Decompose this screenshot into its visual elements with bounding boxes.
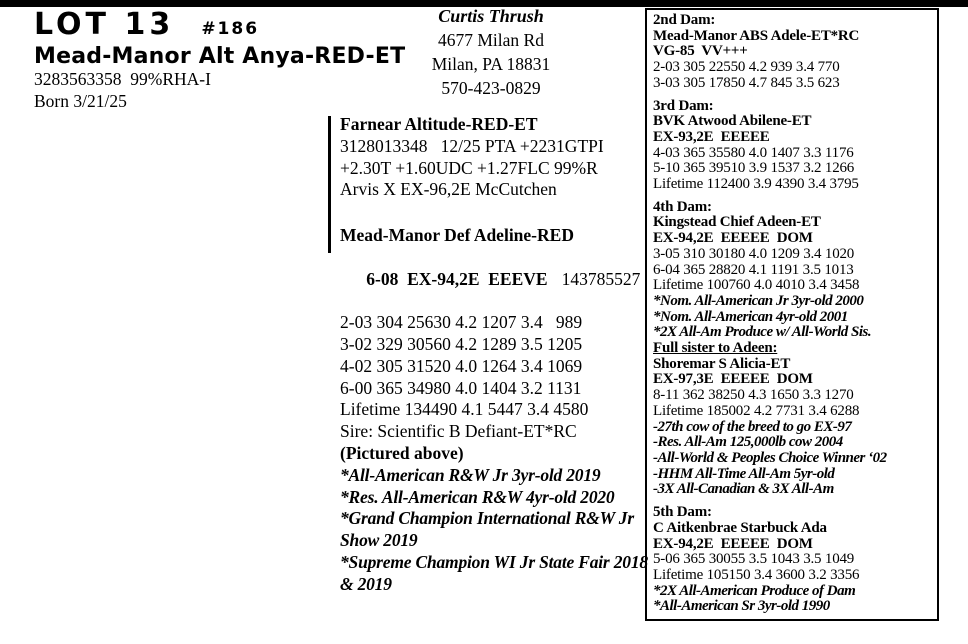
lot-number: LOT 13	[34, 7, 175, 42]
dam-registration-number: 143785527	[561, 268, 641, 289]
sire-name: Farnear Altitude-RED-ET	[340, 114, 538, 134]
section-award-line: -HHM All-Time All-Am 5yr-old	[653, 465, 835, 482]
dam-award-line: *All-American R&W Jr 3yr-old 2019	[340, 464, 601, 485]
dam-record-line: 4-02 305 31520 4.0 1264 3.4 1069	[340, 355, 583, 376]
section-animal-name: Shoremar S Alicia-ET	[653, 355, 791, 372]
dam-name: Mead-Manor Def Adeline-RED	[340, 225, 574, 245]
section-record-line: 5-06 365 30055 3.5 1043 3.5 1049	[653, 551, 855, 568]
section-award-line: *All-American Sr 3yr-old 1990	[653, 598, 830, 615]
section-record-line: 4-03 365 35580 4.0 1407 3.3 1176	[653, 144, 854, 161]
pedigree-section: 3rd Dam: BVK Atwood Abilene-ET EX-93,2E EE…	[653, 97, 933, 193]
section-score: EX-97,3E EEEEE DOM	[653, 371, 813, 388]
dam-score-line: 6-08 EX-94,2E EEEVE 143785527	[340, 247, 648, 312]
dam-award-line: *Res. All-American R&W 4yr-old 2020	[340, 486, 615, 507]
section-title: 2nd Dam:	[653, 12, 716, 28]
section-record-line: Lifetime 112400 3.9 4390 3.4 3795	[653, 176, 859, 193]
section-record-line: 6-04 365 28820 4.1 1191 3.5 1013	[653, 261, 854, 278]
section-award-line: *2X All-Am Produce w/ All-World Sis.	[653, 324, 872, 341]
pictured-note: (Pictured above)	[340, 442, 464, 463]
section-award-line: *Nom. All-American 4yr-old 2001	[653, 308, 848, 325]
section-award-line: *2X All-American Produce of Dam	[653, 582, 856, 599]
consignor-phone: 570-423-0829	[441, 78, 541, 98]
top-rule-bar	[0, 0, 968, 7]
dam-records: 2-03 304 25630 4.2 1207 3.4 989 3-02 329 …	[340, 312, 648, 443]
lot-line: LOT 13 #186	[34, 9, 405, 45]
pedigree-section: 4th Dam: Kingstead Chief Adeen-ET EX-94,2E…	[653, 198, 933, 341]
section-title: 3rd Dam:	[653, 97, 714, 114]
dam-awards: *All-American R&W Jr 3yr-old 2019 *Res. A…	[340, 465, 648, 596]
dam-block: Mead-Manor Def Adeline-RED 6-08 EX-94,2E…	[340, 225, 648, 596]
consignor-address-street: 4677 Milan Rd	[438, 30, 544, 50]
lot-header: LOT 13 #186 Mead-Manor Alt Anya-RED-ET 3…	[34, 9, 405, 112]
sire-data-line: 3128013348 12/25 PTA +2231GTPI	[340, 135, 604, 156]
dam-record-line: 2-03 304 25630 4.2 1207 3.4 989	[340, 312, 583, 333]
pedigree-section: 2nd Dam: Mead-Manor ABS Adele-ET*RC VG-85 …	[653, 12, 933, 92]
section-record-line: 2-03 305 22550 4.2 939 3.4 770	[653, 59, 840, 76]
section-award-line: -All-World & Peoples Choice Winner ‘02	[653, 449, 887, 466]
sire-data-line: +2.30T +1.60UDC +1.27FLC 99%R	[340, 157, 598, 178]
birthdate-line: Born 3/21/25	[34, 91, 127, 111]
section-score: EX-93,2E EEEEE	[653, 128, 770, 145]
consignor-contact: Curtis Thrush 4677 Milan Rd Milan, PA 18…	[380, 4, 602, 100]
section-record-line: Lifetime 105150 3.4 3600 3.2 3356	[653, 566, 860, 583]
section-award-line: -3X All-Canadian & 3X All-Am	[653, 481, 834, 498]
dam-award-line: *Supreme Champion WI Jr State Fair 2018 …	[340, 551, 648, 594]
animal-name: Mead-Manor Alt Anya-RED-ET	[34, 44, 406, 69]
lot-tag-number: #186	[201, 19, 260, 39]
dam-record-line: 6-00 365 34980 4.0 1404 3.2 1131	[340, 377, 582, 398]
consignor-name: Curtis Thrush	[438, 6, 544, 26]
section-animal-name: BVK Atwood Abilene-ET	[653, 113, 812, 130]
pedigree-section: Full sister to Adeen: Shoremar S Alicia-E…	[653, 340, 933, 498]
section-record-line: 8-11 362 38250 4.3 1650 3.3 1270	[653, 387, 854, 404]
pedigree-section: 5th Dam: C Aitkenbrae Starbuck Ada EX-94,2…	[653, 504, 933, 615]
dam-award-line: *Grand Champion International R&W Jr Sho…	[340, 508, 634, 551]
sire-lines: 3128013348 12/25 PTA +2231GTPI +2.30T +1.…	[340, 136, 604, 201]
pedigree-join-bar	[328, 116, 331, 253]
section-award-line: -Res. All-Am 125,000lb cow 2004	[653, 434, 843, 451]
section-title: 5th Dam:	[653, 504, 712, 521]
sire-data-line: Arvis X EX-96,2E McCutchen	[340, 179, 557, 200]
sire-block: Farnear Altitude-RED-ET 3128013348 12/25…	[340, 114, 604, 201]
dam-record-line: 3-02 329 30560 4.2 1289 3.5 1205	[340, 333, 583, 354]
section-award-line: -27th cow of the breed to go EX-97	[653, 418, 852, 435]
section-record-line: 3-05 310 30180 4.0 1209 3.4 1020	[653, 245, 855, 262]
section-award-line: *Nom. All-American Jr 3yr-old 2000	[653, 292, 864, 309]
section-score: VG-85 VV+++	[653, 43, 748, 60]
registration-line: 3283563358 99%RHA-I	[34, 69, 211, 89]
section-score: EX-94,2E EEEEE DOM	[653, 230, 813, 247]
dam-score: 6-08 EX-94,2E EEEVE	[366, 268, 548, 289]
dam-record-line: Sire: Scientific B Defiant-ET*RC	[340, 421, 577, 442]
section-title: 4th Dam:	[653, 198, 712, 215]
pedigree-box: 2nd Dam: Mead-Manor ABS Adele-ET*RC VG-85 …	[645, 8, 939, 621]
section-record-line: Lifetime 185002 4.2 7731 3.4 6288	[653, 402, 860, 419]
dam-record-line: Lifetime 134490 4.1 5447 3.4 4580	[340, 399, 589, 420]
section-animal-name: Kingstead Chief Adeen-ET	[653, 214, 821, 231]
section-animal-name: Mead-Manor ABS Adele-ET*RC	[653, 27, 860, 44]
section-score: EX-94,2E EEEEE DOM	[653, 535, 813, 552]
section-record-line: Lifetime 100760 4.0 4010 3.4 3458	[653, 277, 860, 294]
section-animal-name: C Aitkenbrae Starbuck Ada	[653, 519, 827, 536]
consignor-address-city: Milan, PA 18831	[431, 54, 551, 74]
section-record-line: 3-03 305 17850 4.7 845 3.5 623	[653, 74, 840, 91]
section-title: Full sister to Adeen:	[653, 340, 778, 357]
section-record-line: 5-10 365 39510 3.9 1537 3.2 1266	[653, 160, 855, 177]
